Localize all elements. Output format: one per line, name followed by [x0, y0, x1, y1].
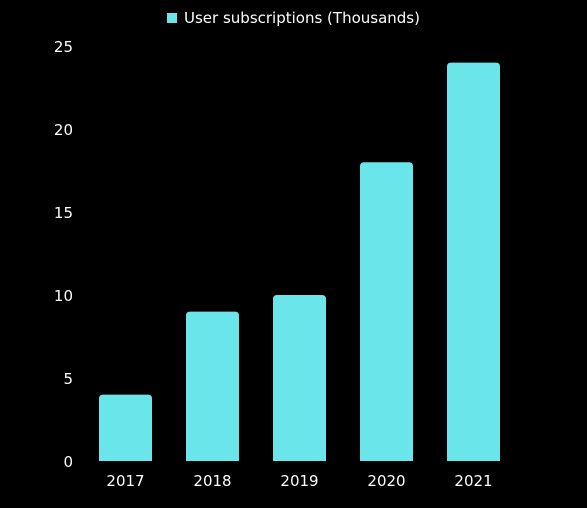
bar-2017	[99, 394, 152, 461]
bar-2019	[273, 295, 326, 461]
x-tick-label: 2017	[106, 472, 144, 490]
y-tick-label: 0	[63, 453, 73, 471]
bars	[99, 62, 500, 461]
y-tick-label: 10	[54, 287, 73, 305]
y-tick-label: 15	[54, 204, 73, 222]
x-tick-label: 2019	[280, 472, 318, 490]
x-tick-label: 2020	[367, 472, 405, 490]
y-tick-label: 5	[63, 370, 73, 388]
bar-2018	[186, 311, 239, 461]
legend-swatch	[167, 13, 178, 23]
y-axis-tick-labels: 0 5 10 15 20 25	[54, 38, 73, 471]
x-tick-label: 2018	[193, 472, 231, 490]
bar-2020	[360, 162, 413, 461]
x-tick-label: 2021	[454, 472, 492, 490]
y-tick-label: 20	[54, 121, 73, 139]
legend: User subscriptions (Thousands)	[0, 9, 587, 27]
y-tick-label: 25	[54, 38, 73, 56]
legend-label: User subscriptions (Thousands)	[184, 9, 420, 27]
bar-2021	[447, 62, 500, 461]
x-axis-tick-labels: 2017 2018 2019 2020 2021	[106, 472, 492, 490]
